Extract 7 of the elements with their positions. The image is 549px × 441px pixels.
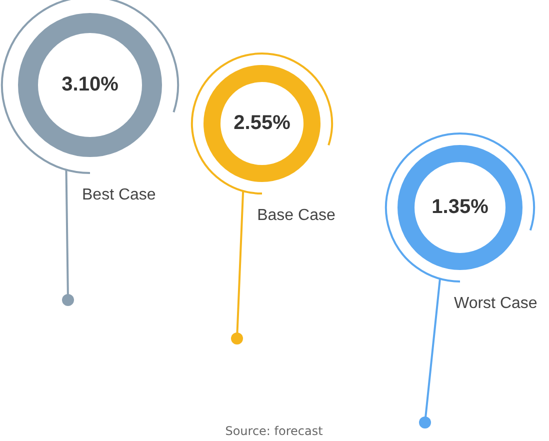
data-label: 2.55%: [234, 112, 291, 134]
data-label: 1.35%: [432, 196, 489, 218]
source-note: Source: forecast: [225, 424, 324, 438]
data-label: 3.10%: [62, 74, 119, 96]
category-label: Worst Case: [454, 294, 538, 312]
category-label: Base Case: [257, 206, 336, 224]
category-label: Best Case: [82, 186, 156, 204]
